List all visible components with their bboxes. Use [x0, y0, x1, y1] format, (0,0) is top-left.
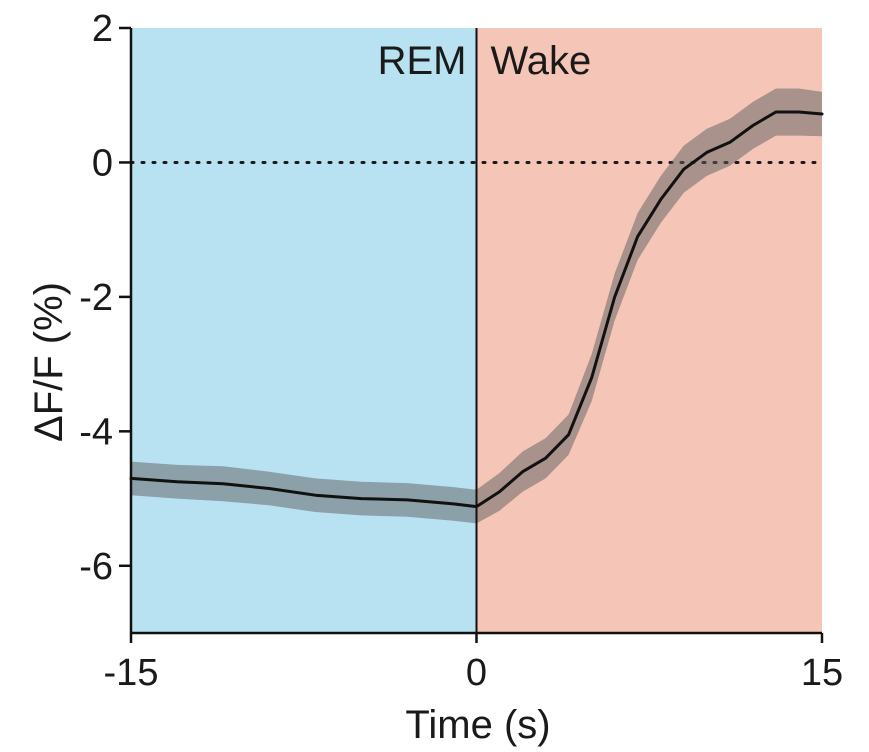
x-axis-ticks: -15 0 15 [104, 633, 843, 694]
region-label-wake: Wake [491, 39, 592, 83]
x-axis-title: Time (s) [405, 703, 550, 747]
x-tick-label: 0 [466, 652, 487, 694]
mean-trace-0 [129, 110, 824, 509]
y-tick-label: 2 [92, 8, 113, 50]
region-label-rem: REM [378, 39, 467, 83]
x-tick-label: 15 [801, 652, 843, 694]
y-tick-label: -6 [79, 546, 113, 588]
mean-traces [129, 110, 824, 509]
y-tick-label: -4 [79, 411, 113, 453]
x-tick-label: -15 [104, 652, 159, 694]
region-labels: REM Wake [378, 39, 592, 83]
y-tick-label: 0 [92, 142, 113, 184]
y-axis-ticks: 2 0 -2 -4 -6 [79, 8, 131, 588]
sem-bands [131, 88, 822, 524]
sem-band-0 [131, 88, 822, 524]
region-rem [131, 28, 477, 633]
y-axis-title: ΔF/F (%) [27, 282, 71, 442]
y-tick-label: -2 [79, 277, 113, 319]
